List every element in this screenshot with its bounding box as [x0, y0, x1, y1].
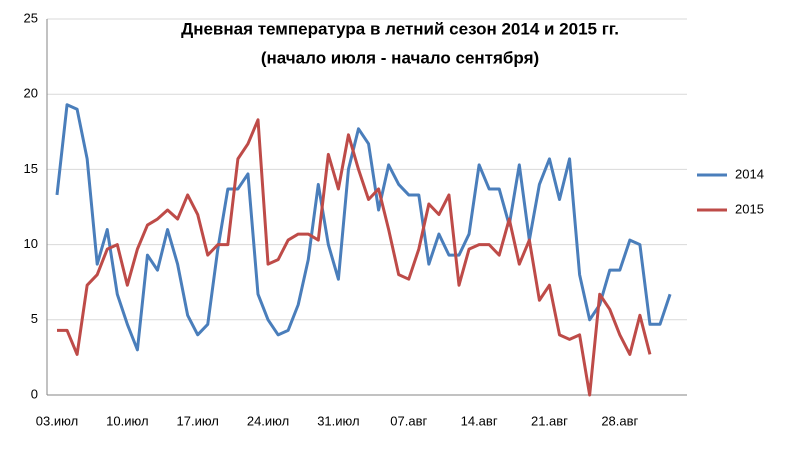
x-tick-label: 14.авг	[461, 413, 498, 428]
chart-subtitle: (начало июля - начало сентября)	[261, 48, 539, 67]
y-tick-label: 0	[31, 386, 38, 401]
x-tick-label: 31.июл	[317, 413, 359, 428]
x-tick-label: 24.июл	[247, 413, 289, 428]
legend-label: 2014	[735, 166, 764, 181]
x-tick-label: 07.авг	[390, 413, 427, 428]
series-line	[57, 118, 652, 397]
chart-title: Дневная температура в летний сезон 2014 …	[181, 19, 619, 38]
x-tick-label: 21.авг	[531, 413, 568, 428]
y-tick-label: 20	[24, 86, 38, 101]
y-tick-label: 15	[24, 161, 38, 176]
series-line	[55, 103, 672, 352]
y-tick-label: 5	[31, 311, 38, 326]
x-tick-label: 10.июл	[106, 413, 148, 428]
x-tick-label: 28.авг	[601, 413, 638, 428]
x-tick-label: 03.июл	[36, 413, 78, 428]
y-tick-label: 25	[24, 10, 38, 25]
legend-label: 2015	[735, 201, 764, 216]
x-tick-label: 17.июл	[177, 413, 219, 428]
y-tick-label: 10	[24, 236, 38, 251]
